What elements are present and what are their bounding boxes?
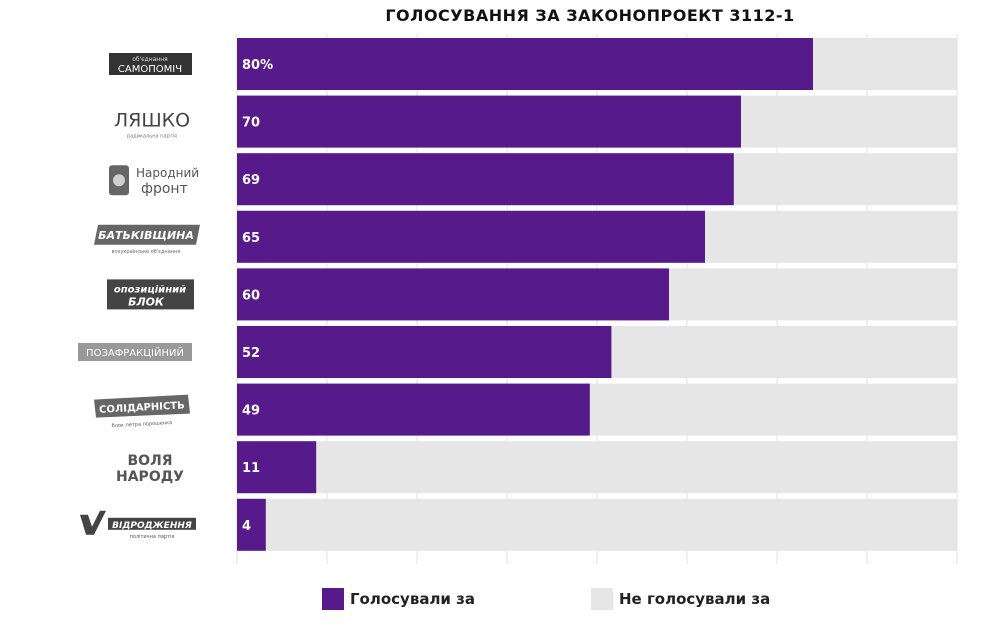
bar-voted xyxy=(237,38,813,90)
logo-name: БАТЬКІВЩИНА xyxy=(98,229,194,242)
bar-voted xyxy=(237,153,734,206)
logo-box xyxy=(108,517,196,530)
logo-name-line-2: НАРОДУ xyxy=(116,469,184,485)
bar-voted xyxy=(237,95,741,148)
logo-name: ЛЯШКО xyxy=(114,110,190,132)
bar-voted xyxy=(237,268,669,321)
logo-emblem-icon xyxy=(113,174,125,187)
logo-box xyxy=(78,343,192,361)
legend-label-not-voted: Не голосували за xyxy=(619,590,771,608)
logo-name: ВІДРОДЖЕННЯ xyxy=(112,521,192,531)
bar-value-label: 70 xyxy=(242,116,260,131)
bar-voted xyxy=(237,210,705,263)
bar-voted xyxy=(237,383,590,436)
party-logo: ЛЯШКО радикальна партія xyxy=(114,110,190,140)
chart-title: ГОЛОСУВАННЯ ЗА ЗАКОНОПРОЕКТ 3112-1 xyxy=(385,6,795,25)
checkmark-icon xyxy=(80,510,106,535)
logo-name: СОЛІДАРНІСТЬ xyxy=(99,400,185,415)
party-logo: СОЛІДАРНІСТЬ блок петра порошенка xyxy=(94,394,190,429)
bar-value-label: 69 xyxy=(242,173,260,188)
bar-value-label: 60 xyxy=(242,288,260,303)
bar-value-label: 80% xyxy=(242,58,273,73)
party-logo: БАТЬКІВЩИНА всеукраїнське об'єднання xyxy=(94,224,200,255)
logo-box xyxy=(94,224,200,245)
logo-name: САМОПОМІЧ xyxy=(118,64,182,75)
bar-value-label: 4 xyxy=(242,519,251,534)
bar-voted xyxy=(237,441,317,494)
legend-item-voted: Голосували за xyxy=(322,588,475,610)
bar-voted xyxy=(237,326,612,378)
logo-name-line-1: ВОЛЯ xyxy=(128,453,173,469)
logo-name-line-2: БЛОК xyxy=(128,295,165,308)
bar-not-voted xyxy=(237,498,957,551)
logo-small-text: об'єднання xyxy=(132,56,168,63)
logo-name-line-1: Народний xyxy=(136,166,199,180)
legend-label-voted: Голосували за xyxy=(350,590,475,608)
logo-box xyxy=(94,394,190,418)
logo-name-line-2: фронт xyxy=(141,181,188,197)
logo-small-text: всеукраїнське об'єднання xyxy=(112,249,181,255)
logo-box xyxy=(107,279,194,310)
logo-name-line-1: опозиційний xyxy=(114,284,186,295)
bar-value-label: 52 xyxy=(242,346,260,361)
logo-name: ПОЗАФРАКЦІЙНИЙ xyxy=(86,346,184,359)
bar-value-label: 11 xyxy=(242,461,260,476)
bar-voted xyxy=(237,498,266,551)
logo-box xyxy=(109,53,192,75)
bars: 80% 70 69 65 60 52 49 11 4 xyxy=(237,38,957,551)
legend-item-not-voted: Не голосували за xyxy=(591,588,770,610)
legend: Голосували за Не голосували за xyxy=(322,588,770,610)
bar-not-voted xyxy=(237,441,957,494)
logo-small-text: радикальна партія xyxy=(127,134,177,140)
party-logo: ПОЗАФРАКЦІЙНИЙ xyxy=(78,343,192,361)
bar-value-label: 65 xyxy=(242,231,260,246)
party-logo: ВІДРОДЖЕННЯ політична партія xyxy=(80,510,196,540)
legend-swatch-not-voted xyxy=(591,588,613,610)
logo-small-text: блок петра порошенка xyxy=(112,420,173,429)
legend-swatch-voted xyxy=(322,588,344,610)
logo-small-text: політична партія xyxy=(130,534,175,540)
bar-value-label: 49 xyxy=(242,404,260,419)
